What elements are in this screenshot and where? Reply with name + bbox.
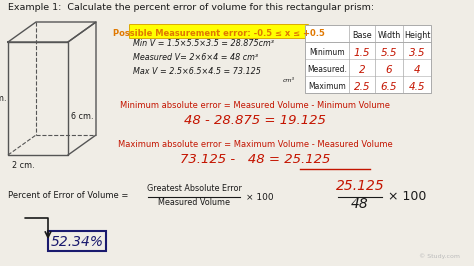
Text: Percent of Error of Volume =: Percent of Error of Volume =	[8, 192, 128, 201]
Text: 73.125 -   48 = 25.125: 73.125 - 48 = 25.125	[180, 153, 330, 166]
Text: Measured V= 2×6×4 = 48 cm³: Measured V= 2×6×4 = 48 cm³	[133, 53, 258, 62]
Text: 52.34%: 52.34%	[51, 235, 103, 249]
Text: 1.5: 1.5	[354, 48, 370, 58]
Text: Measured Volume: Measured Volume	[158, 198, 230, 207]
Text: Minimum absolute error = Measured Volume - Minimum Volume: Minimum absolute error = Measured Volume…	[120, 101, 390, 110]
Text: × 100: × 100	[388, 190, 427, 203]
Text: 4.5: 4.5	[409, 82, 425, 92]
Text: 48: 48	[351, 197, 369, 211]
Text: Max V = 2.5×6.5×4.5 = 73.125: Max V = 2.5×6.5×4.5 = 73.125	[133, 67, 261, 76]
Text: 5.5: 5.5	[381, 48, 397, 58]
Text: Greatest Absolute Error: Greatest Absolute Error	[146, 184, 241, 193]
Text: Minimum: Minimum	[309, 48, 345, 57]
Text: × 100: × 100	[246, 193, 273, 202]
Text: © Study.com: © Study.com	[419, 253, 460, 259]
Text: Maximum: Maximum	[308, 82, 346, 91]
Text: Measured.: Measured.	[307, 65, 347, 74]
Text: 4 cm.: 4 cm.	[0, 94, 6, 103]
FancyBboxPatch shape	[129, 24, 309, 39]
Text: 6: 6	[386, 65, 392, 75]
Text: Maximum absolute error = Maximum Volume - Measured Volume: Maximum absolute error = Maximum Volume …	[118, 140, 392, 149]
Text: 48 - 28.875 = 19.125: 48 - 28.875 = 19.125	[184, 114, 326, 127]
Bar	[48, 231, 106, 251]
Text: Width: Width	[377, 31, 401, 40]
Text: 2.5: 2.5	[354, 82, 370, 92]
Text: 4: 4	[414, 65, 420, 75]
Text: Possible Measurement error: -0.5 ≤ x ≤ +0.5: Possible Measurement error: -0.5 ≤ x ≤ +…	[113, 30, 325, 39]
Text: 3.5: 3.5	[409, 48, 425, 58]
Text: 6 cm.: 6 cm.	[71, 112, 93, 121]
Text: 6.5: 6.5	[381, 82, 397, 92]
Text: cm³: cm³	[283, 78, 295, 83]
Text: 25.125: 25.125	[336, 179, 384, 193]
Text: 2: 2	[359, 65, 365, 75]
Text: Base: Base	[352, 31, 372, 40]
Text: Height: Height	[404, 31, 430, 40]
Text: Min V = 1.5×5.5×3.5 = 28.875cm³: Min V = 1.5×5.5×3.5 = 28.875cm³	[133, 39, 274, 48]
Text: 2 cm.: 2 cm.	[12, 160, 35, 169]
Text: Example 1:  Calculate the percent error of volume for this rectangular prism:: Example 1: Calculate the percent error o…	[8, 3, 374, 12]
Bar	[305, 25, 431, 93]
